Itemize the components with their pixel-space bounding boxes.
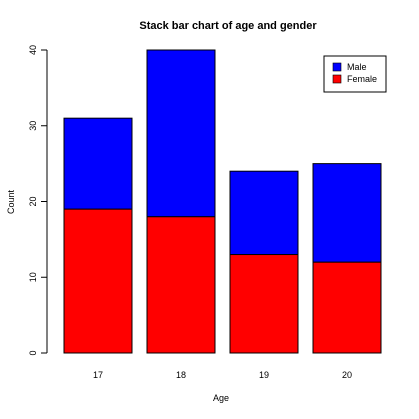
x-axis-label: Age — [213, 393, 229, 403]
legend-swatch-female — [332, 74, 342, 84]
bar-segment-male-17 — [63, 117, 133, 210]
legend: Male Female — [323, 55, 387, 93]
bar-segment-male-20 — [312, 163, 382, 263]
legend-label-male: Male — [347, 62, 367, 72]
legend-label-female: Female — [347, 74, 377, 84]
chart-title: Stack bar chart of age and gender — [139, 20, 317, 32]
bar-segment-female-17 — [63, 208, 133, 354]
y-axis: 0 10 20 30 40 — [28, 45, 48, 356]
bar-segment-female-18 — [146, 216, 216, 354]
y-tick-label: 20 — [28, 196, 38, 206]
x-tick-label: 19 — [259, 370, 269, 380]
bar-segment-male-19 — [229, 170, 299, 256]
y-axis-label: Count — [6, 190, 16, 215]
legend-box — [323, 55, 387, 93]
bar-segment-female-19 — [229, 254, 299, 354]
x-tick-label: 17 — [93, 370, 103, 380]
legend-swatch-male — [332, 62, 342, 72]
y-tick-label: 30 — [28, 121, 38, 131]
y-tick-label: 0 — [28, 350, 38, 355]
bar-segment-female-20 — [312, 261, 382, 354]
bar-group — [63, 49, 382, 354]
x-tick-label: 20 — [342, 370, 352, 380]
bar-segment-male-18 — [146, 49, 216, 218]
x-axis-tick-labels: 17 18 19 20 — [93, 370, 352, 380]
x-tick-label: 18 — [176, 370, 186, 380]
y-tick-label: 10 — [28, 272, 38, 282]
y-tick-label: 40 — [28, 45, 38, 55]
